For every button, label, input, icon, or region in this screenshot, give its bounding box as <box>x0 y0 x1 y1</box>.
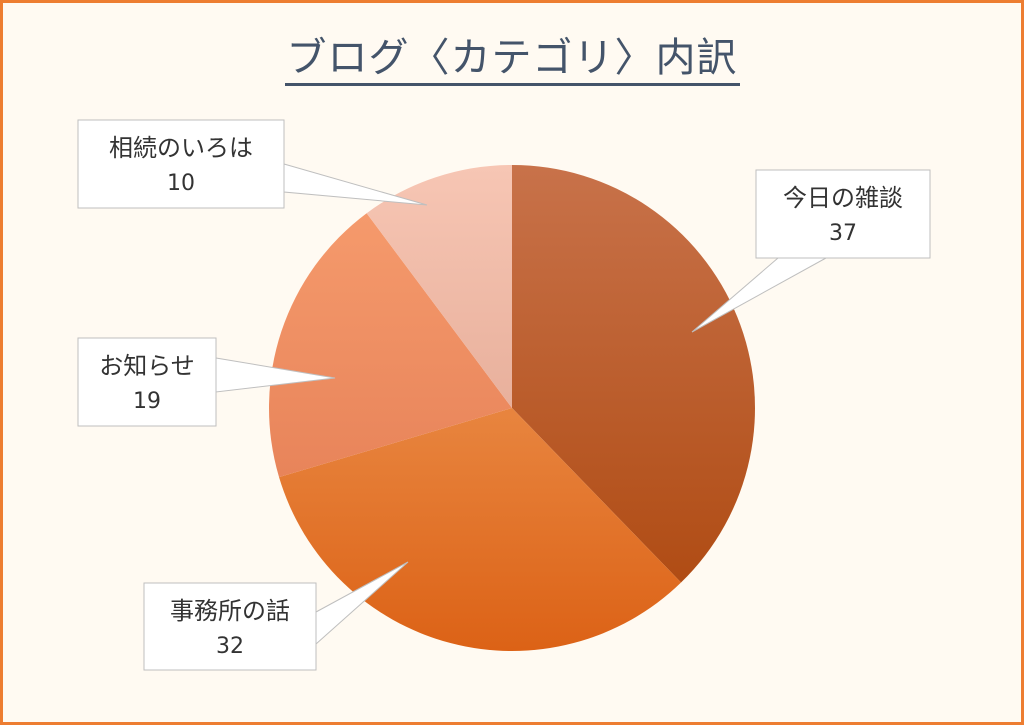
pie-slice-2 <box>279 408 682 651</box>
pie-slice-3 <box>269 213 512 478</box>
data-label-category: 相続のいろは <box>109 134 253 162</box>
data-label-callout: 今日の雑談 37 <box>691 169 931 333</box>
chart-title-wrap: ブログ〈カテゴリ〉内訳 <box>3 25 1021 86</box>
chart-title: ブログ〈カテゴリ〉内訳 <box>284 35 740 86</box>
data-label-value: 10 <box>167 171 195 196</box>
data-label-callout: お知らせ 19 <box>77 337 336 427</box>
callout-box <box>755 169 931 259</box>
callout-box <box>77 119 285 209</box>
pie-slice-1 <box>512 165 756 583</box>
data-label-value: 19 <box>133 389 161 414</box>
data-label-callout: 相続のいろは 10 <box>77 119 428 209</box>
data-label-category: 今日の雑談 <box>783 184 903 212</box>
callout-box <box>143 582 317 671</box>
data-label-category: お知らせ <box>99 352 195 380</box>
data-label-value: 37 <box>829 221 857 246</box>
pie-slice-4 <box>366 165 512 408</box>
data-label-category: 事務所の話 <box>170 597 290 625</box>
data-label-value: 32 <box>216 634 244 659</box>
callout-box <box>77 337 217 427</box>
data-label-callout: 事務所の話 32 <box>143 561 409 671</box>
callout-pointer <box>283 163 428 206</box>
